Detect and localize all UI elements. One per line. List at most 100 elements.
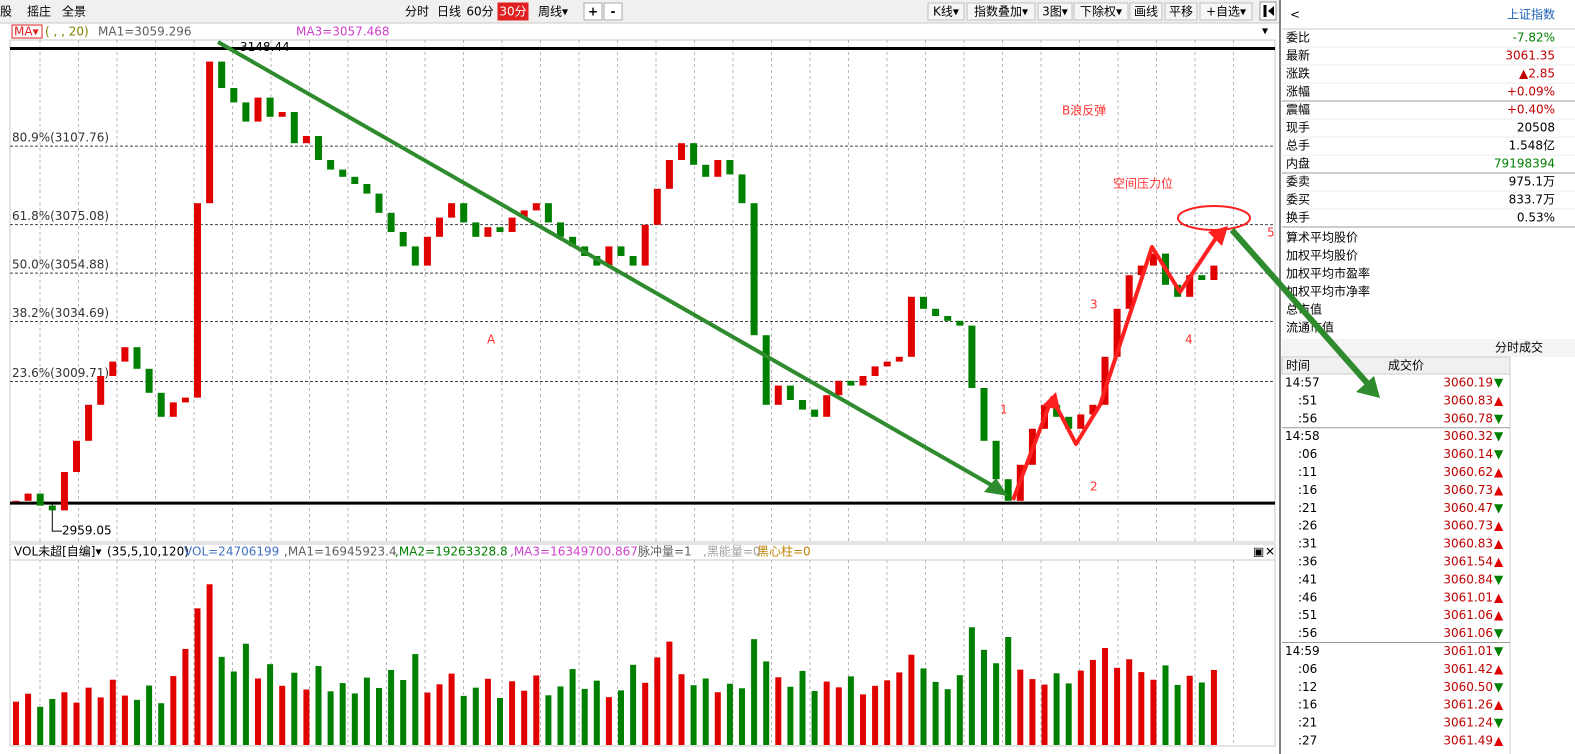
volume-bar xyxy=(267,664,274,745)
candle xyxy=(1210,265,1218,280)
trades-title: 分时成交 xyxy=(1495,340,1543,355)
volume-bar xyxy=(1138,672,1145,745)
volume-bar xyxy=(460,695,467,745)
quote-value: 20508 xyxy=(1517,121,1555,135)
candle xyxy=(1137,265,1145,276)
menu-item[interactable]: 摇庄 xyxy=(27,4,51,19)
zoom-button[interactable] xyxy=(603,2,623,21)
quote-label: 委卖 xyxy=(1286,175,1310,189)
volume-bar xyxy=(896,672,903,745)
tool-button[interactable] xyxy=(966,2,1036,21)
candle xyxy=(544,203,552,223)
volume-bar xyxy=(194,608,201,745)
pane-max[interactable]: ▣ xyxy=(1253,545,1264,559)
quote-title: 上证指数 xyxy=(1507,7,1555,22)
volume-bar xyxy=(860,694,866,745)
volume-bar xyxy=(690,685,697,745)
volume-bar xyxy=(73,702,80,745)
pane-menu[interactable]: ▾ xyxy=(1262,24,1268,38)
tool-button[interactable] xyxy=(1073,2,1129,21)
trade-dir: ▲ xyxy=(1494,590,1504,604)
volume-bar xyxy=(557,686,564,745)
period-button[interactable] xyxy=(434,3,464,20)
volume-bar xyxy=(581,688,588,745)
period-button[interactable] xyxy=(532,3,574,20)
tool-label: 下除权▾ xyxy=(1080,4,1122,19)
volume-bar xyxy=(218,656,225,745)
volume-bar xyxy=(291,672,298,745)
candle xyxy=(1004,479,1012,501)
trade-time: :16 xyxy=(1298,698,1317,712)
zoom-label: - xyxy=(611,5,616,19)
volume-bar xyxy=(533,675,540,745)
volume-bar xyxy=(1053,673,1060,745)
trade-price: 3060.14 xyxy=(1443,447,1493,461)
candle xyxy=(992,440,1000,480)
menu-item[interactable]: 股 xyxy=(0,5,12,19)
quote-label: 涨跌 xyxy=(1286,66,1310,81)
quote-value: 79198394 xyxy=(1494,157,1555,171)
trade-price: 3061.49 xyxy=(1443,734,1493,748)
candle xyxy=(678,143,685,160)
volume-bar xyxy=(1186,675,1193,745)
quote-value: +0.40% xyxy=(1507,103,1555,117)
candle xyxy=(799,400,806,410)
zoom-label: + xyxy=(588,5,598,19)
fib-label: 61.8%(3075.08) xyxy=(12,209,109,223)
stat-label: 加权平均股价 xyxy=(1286,249,1358,263)
candle xyxy=(980,388,988,441)
tool-button[interactable] xyxy=(1037,2,1073,21)
trade-price: 3060.83 xyxy=(1443,393,1493,407)
zoom-button[interactable] xyxy=(583,2,603,21)
volume-bar xyxy=(1114,667,1121,745)
candle xyxy=(436,217,443,237)
candle xyxy=(254,97,262,122)
quote-label: 最新 xyxy=(1286,48,1310,63)
volume-bar xyxy=(751,639,758,745)
quote-value: 1.548亿 xyxy=(1509,138,1555,153)
quote-label: 震幅 xyxy=(1286,102,1310,117)
volume-bar xyxy=(630,664,637,745)
ma-selector[interactable] xyxy=(11,24,43,39)
candle xyxy=(532,203,540,211)
candle xyxy=(956,320,964,326)
candle xyxy=(1089,404,1097,415)
candle xyxy=(472,222,480,237)
candle xyxy=(557,222,564,237)
volume-bar xyxy=(605,697,612,745)
tool-button[interactable] xyxy=(1129,2,1163,21)
forecast-line xyxy=(1229,228,1371,386)
candle xyxy=(641,224,649,266)
period-button[interactable] xyxy=(402,3,432,20)
candle xyxy=(762,335,770,405)
tool-button[interactable] xyxy=(1164,2,1198,21)
volume-bar xyxy=(702,678,709,745)
volume-bar xyxy=(484,678,491,745)
candle xyxy=(363,184,371,194)
period-button[interactable] xyxy=(497,2,529,21)
trade-dir: ▼ xyxy=(1494,376,1504,390)
volume-bar xyxy=(1077,670,1084,745)
vol-item: VOL=24706199 xyxy=(184,545,279,559)
annotation: 1 xyxy=(1000,403,1008,417)
volume-bar xyxy=(545,695,552,745)
volume-bar xyxy=(787,686,794,745)
volume-bar xyxy=(497,698,503,745)
volume-bar xyxy=(230,671,237,745)
tool-button[interactable] xyxy=(927,2,965,21)
menu-item[interactable]: 全景 xyxy=(62,4,86,19)
pane-close[interactable]: ✕ xyxy=(1265,545,1275,559)
stat-label: 算术平均股价 xyxy=(1286,230,1358,245)
candle xyxy=(847,380,855,386)
vol-title[interactable]: VOL未超[自编]▾ xyxy=(14,544,102,559)
trade-time: :56 xyxy=(1298,411,1317,425)
volume-bar xyxy=(1102,648,1108,745)
period-button[interactable] xyxy=(465,3,495,20)
quote-label: 委比 xyxy=(1286,31,1310,45)
trade-price: 3060.62 xyxy=(1443,465,1493,479)
back-button[interactable]: < xyxy=(1290,8,1300,22)
tool-button[interactable] xyxy=(1199,2,1253,21)
annotation: 2 xyxy=(1090,480,1098,494)
trade-price: 3061.01 xyxy=(1443,644,1493,658)
